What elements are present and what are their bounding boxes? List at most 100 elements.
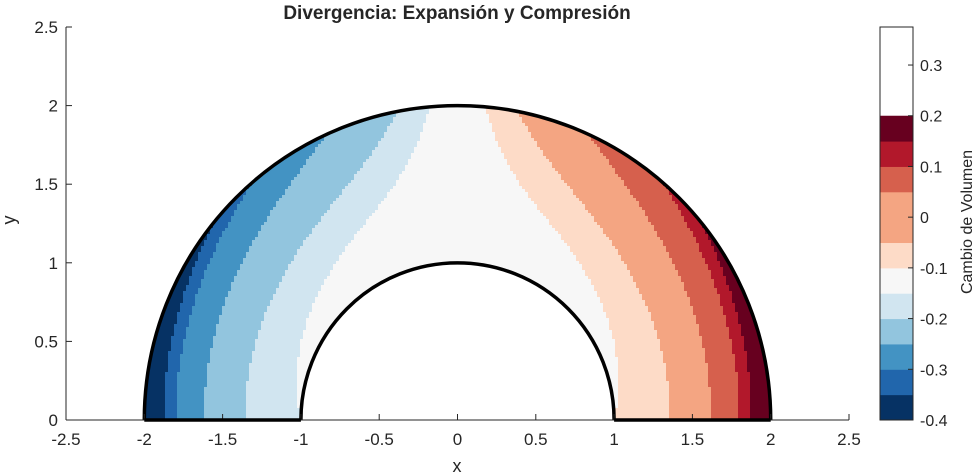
contour-cell <box>501 147 541 151</box>
contour-cell <box>246 393 298 397</box>
contour-cell <box>645 300 691 304</box>
contour-cell <box>723 270 739 274</box>
contour-cell <box>672 261 706 265</box>
contour-cell <box>306 327 337 331</box>
contour-cell <box>249 378 298 382</box>
contour-cell <box>669 396 712 400</box>
contour-cell <box>153 324 175 328</box>
colorbar-tick-label: 0.2 <box>920 109 942 126</box>
contour-cell <box>201 249 217 253</box>
contour-cell <box>549 159 610 163</box>
contour-cell <box>603 306 649 310</box>
contour-cell <box>318 144 379 148</box>
contour-cell <box>495 132 532 136</box>
contour-cell <box>195 297 226 301</box>
contour-cell <box>600 147 625 151</box>
contour-cell <box>207 378 250 382</box>
contour-cell <box>204 390 247 394</box>
contour-cell <box>177 405 205 409</box>
contour-cell <box>297 375 313 379</box>
contour-cell <box>534 201 583 205</box>
contour-cell <box>492 129 529 133</box>
contour-cell <box>186 336 214 340</box>
contour-cell <box>225 303 271 307</box>
contour-cell <box>150 342 172 346</box>
contour-cell <box>666 363 709 367</box>
contour-cell <box>702 255 718 259</box>
contour-cell <box>393 117 427 121</box>
contour-cell <box>168 366 181 370</box>
contour-cell <box>177 378 208 382</box>
contour-cell <box>720 297 733 301</box>
contour-cell <box>177 414 205 418</box>
contour-cell <box>378 144 418 148</box>
colorbar-block <box>880 343 913 370</box>
contour-cell <box>429 111 487 115</box>
contour-cell <box>324 135 385 139</box>
contour-cell <box>669 387 712 391</box>
contour-cell <box>165 291 184 295</box>
contour-cell <box>246 387 298 391</box>
contour-cell <box>171 279 190 283</box>
contour-cell <box>369 156 412 160</box>
contour-cell <box>714 279 727 283</box>
contour-cell <box>300 351 322 355</box>
contour-cell <box>603 303 646 307</box>
y-axis-label: y <box>0 216 19 225</box>
contour-cell <box>630 273 679 277</box>
contour-cell <box>747 360 771 364</box>
contour-cell <box>732 297 751 301</box>
contour-cell <box>552 225 601 229</box>
contour-cell <box>366 219 550 223</box>
contour-cell <box>399 177 517 181</box>
contour-cell <box>738 321 760 325</box>
contour-cell <box>750 378 771 382</box>
contour-cell <box>618 402 670 406</box>
contour-cell <box>363 225 553 229</box>
contour-cell <box>165 375 178 379</box>
contour-cell <box>495 135 532 139</box>
contour-cell <box>315 150 373 154</box>
contour-cell <box>537 207 586 211</box>
colorbar-tick-label: -0.2 <box>920 312 948 329</box>
contour-cell <box>144 408 166 412</box>
contour-cell <box>615 168 655 172</box>
contour-cell <box>408 159 508 163</box>
contour-cell <box>663 240 697 244</box>
contour-cell <box>156 321 178 325</box>
contour-cell <box>351 240 565 244</box>
contour-cell <box>339 195 388 199</box>
contour-cell <box>750 411 771 415</box>
contour-cell <box>300 339 328 343</box>
contour-cell <box>669 390 712 394</box>
contour-cell <box>144 360 169 364</box>
contour-cell <box>735 357 748 361</box>
contour-cell <box>726 321 739 325</box>
contour-cell <box>582 201 640 205</box>
contour-cell <box>396 114 427 118</box>
contour-cell <box>276 156 310 160</box>
colorbar-block <box>880 267 913 294</box>
contour-cell <box>387 126 424 130</box>
contour-cell <box>732 294 751 298</box>
contour-cell <box>198 255 214 259</box>
contour-cell <box>696 318 727 322</box>
contour-cell <box>324 213 373 217</box>
contour-cell <box>498 141 538 145</box>
contour-cell <box>198 258 211 262</box>
contour-cell <box>609 318 652 322</box>
contour-cell <box>735 303 754 307</box>
contour-cell <box>210 357 253 361</box>
contour-cell <box>708 363 736 367</box>
contour-cell <box>282 195 340 199</box>
contour-cell <box>612 333 658 337</box>
contour-cell <box>246 252 298 256</box>
contour-cell <box>204 270 238 274</box>
contour-cell <box>726 324 742 328</box>
contour-cell <box>513 276 589 280</box>
contour-cell <box>192 267 208 271</box>
contour-cell <box>399 174 517 178</box>
contour-cell <box>564 240 613 244</box>
contour-cell <box>540 210 589 214</box>
contour-cell <box>252 183 292 187</box>
